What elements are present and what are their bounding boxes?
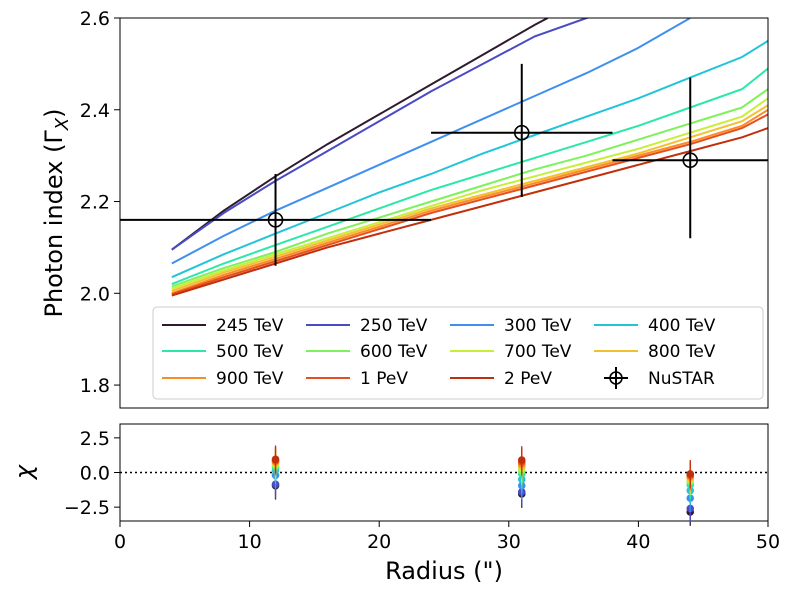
legend-entry: 250 TeV: [306, 316, 428, 336]
top-panel: 1.8 2.0 2.2 2.4 2.6 Photon index (ΓX) 245 Te…: [40, 8, 769, 409]
x-ticks: 0 10 20 30 40 50: [114, 521, 780, 553]
legend-entry: 1 PeV: [306, 369, 408, 389]
legend-entry: 700 TeV: [450, 342, 572, 362]
top-y-tick-label: 2.6: [80, 8, 110, 30]
legend-label: 400 TeV: [648, 316, 716, 336]
legend-label: 800 TeV: [648, 342, 716, 362]
bottom-y-tick-label: 0.0: [80, 463, 110, 485]
bottom-panel: −2.5 0.0 2.5 0 10 20 30 40 50 χ Radius ("): [10, 423, 780, 585]
curve-2-pev: [171, 127, 768, 297]
legend-label: 900 TeV: [216, 369, 284, 389]
residual-marker: [271, 455, 280, 464]
legend-nustar-marker: [609, 371, 623, 385]
nustar-points: [120, 63, 768, 266]
nustar-point-1: [120, 174, 432, 266]
x-tick-label: 20: [367, 531, 391, 553]
top-y-axis-label: Photon index (ΓX): [40, 108, 73, 317]
legend-entry: 800 TeV: [594, 342, 716, 362]
legend-entry: 400 TeV: [594, 316, 716, 336]
legend-label: 245 TeV: [216, 316, 284, 336]
residual-point: [271, 445, 280, 474]
legend-entry: 2 PeV: [450, 369, 552, 389]
x-tick-label: 40: [626, 531, 650, 553]
legend-entry: 300 TeV: [450, 316, 572, 336]
legend-label: 700 TeV: [504, 342, 572, 362]
x-axis-label: Radius ("): [385, 557, 503, 585]
legend-label: 500 TeV: [216, 342, 284, 362]
legend-label: 1 PeV: [360, 369, 408, 389]
top-y-ticks: 1.8 2.0 2.2 2.4 2.6: [80, 8, 120, 397]
curve-250-tev: [171, 18, 590, 251]
top-y-tick-label: 2.0: [80, 283, 110, 305]
nustar-point-3: [612, 77, 768, 239]
legend-entry: 600 TeV: [306, 342, 428, 362]
x-tick-label: 10: [238, 531, 262, 553]
x-tick-label: 30: [497, 531, 521, 553]
residual-marker: [517, 456, 526, 464]
legend-label: 600 TeV: [360, 342, 428, 362]
curve-400-tev: [171, 40, 768, 279]
nustar-marker: [682, 152, 699, 169]
legend-entry: 900 TeV: [162, 369, 284, 389]
legend: 245 TeV 250 TeV 300 TeV 400 TeV 500 TeV 600 T…: [152, 306, 764, 400]
legend-entry: 245 TeV: [162, 316, 284, 336]
legend-entry: 500 TeV: [162, 342, 284, 362]
curve-245-tev: [171, 18, 549, 251]
residual-points: [271, 445, 695, 526]
residual-point: [686, 460, 695, 488]
x-tick-label: 0: [114, 531, 126, 553]
residual-point: [517, 446, 526, 474]
model-curves: [171, 18, 768, 297]
top-y-tick-label: 2.4: [80, 100, 110, 122]
top-axes-frame: [119, 17, 769, 409]
curve-600-tev: [171, 88, 768, 288]
nustar-point-2: [431, 63, 613, 197]
curve-300-tev: [171, 18, 691, 265]
bottom-y-ticks: −2.5 0.0 2.5: [64, 428, 120, 519]
bottom-y-axis-label: χ: [10, 464, 38, 481]
curve-500-tev: [171, 67, 768, 286]
x-tick-label: 50: [756, 531, 780, 553]
residual-marker: [686, 470, 695, 478]
bottom-y-tick-label: −2.5: [64, 497, 110, 519]
bottom-y-tick-label: 2.5: [80, 428, 110, 450]
legend-label: NuSTAR: [648, 369, 715, 389]
legend-label: 300 TeV: [504, 316, 572, 336]
nustar-marker: [513, 124, 530, 141]
legend-entry: NuSTAR: [604, 367, 715, 389]
legend-label: 2 PeV: [504, 369, 552, 389]
top-y-tick-label: 2.2: [80, 192, 110, 214]
nustar-marker: [267, 212, 284, 228]
legend-label: 250 TeV: [360, 316, 428, 336]
top-y-tick-label: 1.8: [80, 375, 110, 397]
